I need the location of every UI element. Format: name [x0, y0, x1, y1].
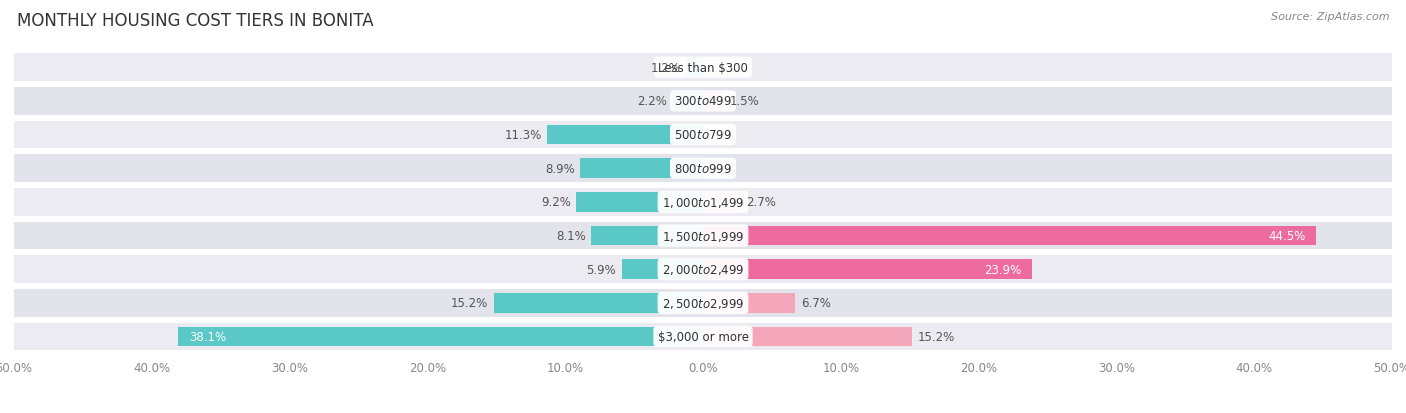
Text: $300 to $499: $300 to $499: [673, 95, 733, 108]
Bar: [703, 327, 912, 347]
Bar: [672, 92, 703, 112]
Bar: [14, 323, 1392, 351]
Text: $3,000 or more: $3,000 or more: [658, 330, 748, 343]
Bar: [14, 54, 1392, 82]
Bar: [621, 260, 703, 279]
Text: Less than $300: Less than $300: [658, 62, 748, 74]
Text: 8.9%: 8.9%: [546, 162, 575, 175]
Text: 15.2%: 15.2%: [918, 330, 955, 343]
Bar: [14, 88, 1392, 115]
Text: 23.9%: 23.9%: [984, 263, 1021, 276]
Bar: [494, 293, 703, 313]
Text: $1,500 to $1,999: $1,500 to $1,999: [662, 229, 744, 243]
Text: $2,000 to $2,499: $2,000 to $2,499: [662, 263, 744, 277]
Text: 9.2%: 9.2%: [541, 196, 571, 209]
Bar: [14, 222, 1392, 250]
Text: 1.5%: 1.5%: [730, 95, 759, 108]
Text: 38.1%: 38.1%: [188, 330, 226, 343]
Bar: [703, 260, 1032, 279]
Text: 44.5%: 44.5%: [1268, 230, 1305, 242]
Text: 2.7%: 2.7%: [745, 196, 776, 209]
Bar: [547, 126, 703, 145]
Text: $2,500 to $2,999: $2,500 to $2,999: [662, 296, 744, 310]
Text: MONTHLY HOUSING COST TIERS IN BONITA: MONTHLY HOUSING COST TIERS IN BONITA: [17, 12, 374, 30]
Bar: [703, 293, 796, 313]
Bar: [14, 155, 1392, 183]
Text: 2.2%: 2.2%: [637, 95, 668, 108]
Bar: [686, 58, 703, 78]
Text: 15.2%: 15.2%: [451, 297, 488, 310]
Text: 8.1%: 8.1%: [557, 230, 586, 242]
Bar: [576, 192, 703, 212]
Bar: [703, 192, 740, 212]
Text: Source: ZipAtlas.com: Source: ZipAtlas.com: [1271, 12, 1389, 22]
Text: 5.9%: 5.9%: [586, 263, 616, 276]
Bar: [14, 290, 1392, 317]
Text: 1.2%: 1.2%: [651, 62, 681, 74]
Bar: [703, 226, 1316, 246]
Bar: [581, 159, 703, 178]
Bar: [14, 256, 1392, 283]
Text: 6.7%: 6.7%: [801, 297, 831, 310]
Bar: [14, 189, 1392, 216]
Bar: [592, 226, 703, 246]
Text: $1,000 to $1,499: $1,000 to $1,499: [662, 195, 744, 209]
Text: 11.3%: 11.3%: [505, 129, 541, 142]
Bar: [14, 121, 1392, 149]
Text: $800 to $999: $800 to $999: [673, 162, 733, 175]
Bar: [703, 92, 724, 112]
Bar: [179, 327, 703, 347]
Text: $500 to $799: $500 to $799: [673, 129, 733, 142]
